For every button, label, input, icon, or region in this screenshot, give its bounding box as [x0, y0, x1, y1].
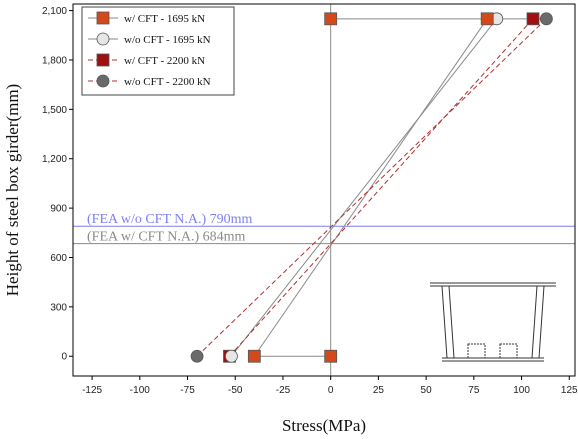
- x-tick-label: 25: [373, 385, 385, 396]
- legend-label-4: w/o CFT - 2200 kN: [124, 76, 211, 88]
- series-line-1: [253, 18, 488, 357]
- x-tick-label: -100: [130, 385, 150, 396]
- reference-label-790: (FEA w/o CFT N.A.) 790mm: [87, 212, 253, 227]
- y-tick-label: 2,100: [42, 6, 67, 17]
- legend-label-1: w/ CFT - 1695 kN: [124, 13, 205, 25]
- legend-label-2: w/o CFT - 1695 kN: [124, 34, 211, 46]
- x-tick-label: 0: [328, 385, 334, 396]
- y-axis-title: Height of steel box girder(mm): [3, 84, 22, 296]
- series-line-4: [196, 18, 547, 357]
- y-tick-label: 1,200: [42, 154, 67, 165]
- marker-series-4-point-1: [190, 349, 204, 363]
- legend: w/ CFT - 1695 kN w/o CFT - 1695 kN w/ CFT …: [81, 6, 235, 96]
- x-axis-title: Stress(MPa): [282, 416, 366, 435]
- y-tick-label: 1,800: [42, 55, 67, 66]
- cross-section-diagram: [430, 282, 556, 362]
- marker-zero-stress-2: [324, 12, 338, 26]
- x-tick-label: 125: [561, 385, 578, 396]
- x-tick-label: -50: [228, 385, 243, 396]
- series-line-2: [231, 18, 498, 357]
- legend-marker-1: [96, 11, 110, 25]
- marker-series-3-point-2: [526, 12, 540, 26]
- x-tick-label: 100: [513, 385, 530, 396]
- x-tick-label: -25: [276, 385, 291, 396]
- legend-marker-4: [96, 74, 110, 88]
- y-tick-label: 0: [61, 352, 67, 363]
- marker-series-1-point-2: [480, 12, 494, 26]
- y-tick-label: 900: [50, 204, 67, 215]
- data-series: [190, 12, 553, 363]
- plot-area-frame: [72, 3, 576, 377]
- marker-series-2-point-1: [225, 349, 238, 363]
- x-tick-label: -75: [180, 385, 195, 396]
- series-line-3: [229, 18, 534, 357]
- x-tick-label: -125: [82, 385, 102, 396]
- y-tick-label: 600: [50, 253, 67, 264]
- marker-series-1-point-1: [247, 349, 261, 363]
- legend-marker-3: [96, 53, 110, 67]
- legend-marker-2: [96, 32, 110, 46]
- x-tick-label: 50: [421, 385, 433, 396]
- marker-series-4-point-2: [539, 12, 553, 26]
- y-tick-label: 300: [50, 302, 67, 313]
- y-tick-label: 1,500: [42, 105, 67, 116]
- reference-label-684: (FEA w/ CFT N.A.) 684mm: [87, 230, 246, 245]
- legend-label-3: w/ CFT - 2200 kN: [124, 55, 205, 67]
- x-tick-label: 75: [468, 385, 480, 396]
- reference-lines: (FEA w/o CFT N.A.) 790mm (FEA w/ CFT N.A.…: [73, 4, 575, 376]
- axis-ticks: -125 -100 -75 -50 -25 0 25 50 75 100 125 0 300 600 900…: [42, 6, 578, 396]
- marker-zero-stress-1: [324, 349, 338, 363]
